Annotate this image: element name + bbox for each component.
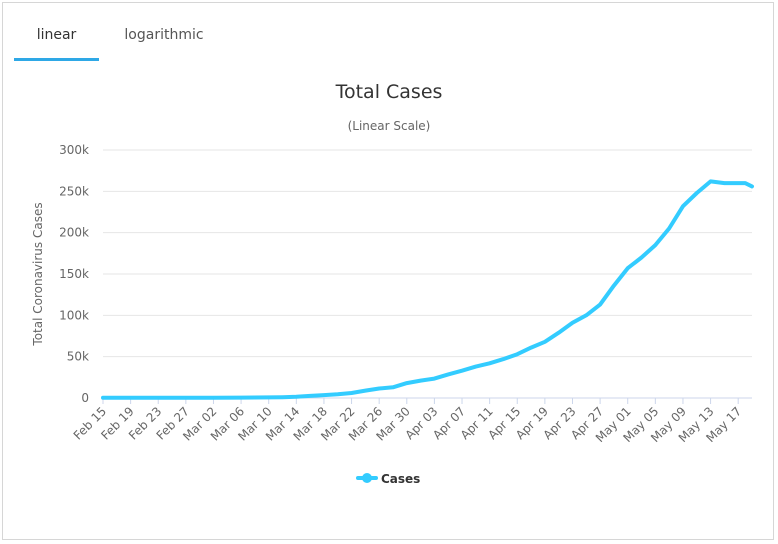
gridlines (103, 149, 752, 399)
y-axis-title: Total Coronavirus Cases (31, 202, 45, 346)
series-line-cases[interactable] (101, 179, 754, 400)
series-group (101, 179, 754, 400)
legend-label: Cases (381, 472, 420, 486)
y-tick-label: 0 (81, 391, 89, 405)
y-tick-label: 150k (59, 267, 89, 281)
scale-tabs: linear logarithmic (14, 18, 254, 61)
chart-subtitle: (Linear Scale) (348, 119, 431, 133)
y-axis-ticks: 0 50k 100k 150k 200k 250k 300k (59, 143, 89, 405)
tab-linear[interactable]: linear (14, 18, 99, 61)
y-tick-label: 50k (67, 350, 89, 364)
chart-title: Total Cases (335, 81, 443, 103)
y-tick-label: 100k (59, 308, 89, 322)
y-tick-label: 250k (59, 184, 89, 198)
y-tick-label: 300k (59, 143, 89, 157)
tab-logarithmic[interactable]: logarithmic (124, 27, 204, 43)
y-tick-label: 200k (59, 226, 89, 240)
legend[interactable]: Cases (356, 472, 420, 486)
legend-marker (362, 473, 372, 483)
